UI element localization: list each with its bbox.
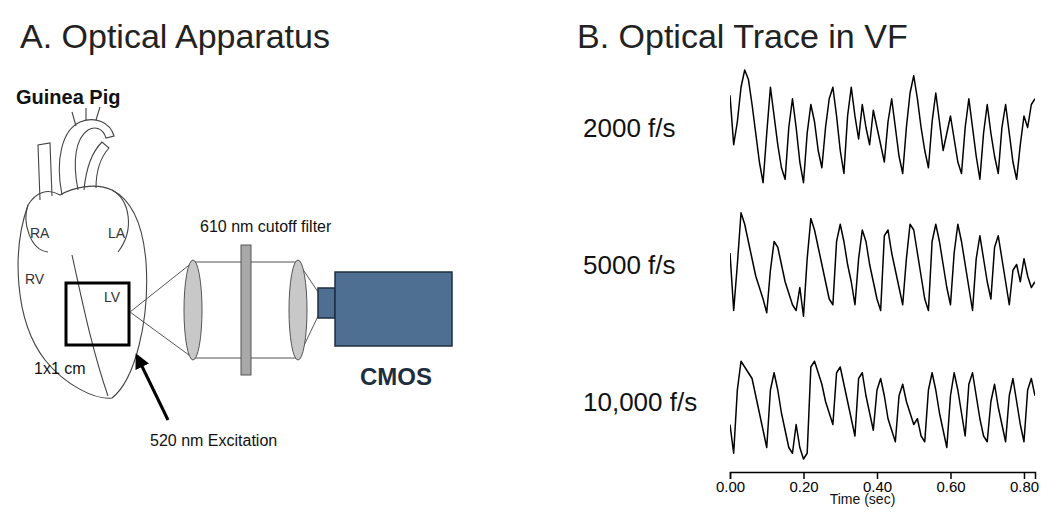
- traces: [730, 70, 1035, 459]
- series-label: 5000 f/s: [583, 250, 676, 280]
- excitation-label: 520 nm Excitation: [150, 432, 277, 449]
- figure: A. Optical Apparatus Guinea Pig RA LA RV LV 1x…: [0, 0, 1063, 512]
- tick-label: 0.20: [789, 478, 818, 495]
- camera-body: [335, 272, 452, 346]
- series-label: 10,000 f/s: [583, 387, 697, 417]
- panel-title: A. Optical Apparatus: [20, 17, 330, 55]
- trace-line: [730, 213, 1035, 317]
- trace-labels: 2000 f/s 5000 f/s 10,000 f/s: [583, 113, 697, 417]
- heart: [18, 107, 147, 398]
- subject-label: Guinea Pig: [16, 86, 120, 108]
- region-label: 1x1 cm: [34, 360, 86, 377]
- tick: 0.60: [936, 472, 965, 495]
- heart-label: RV: [25, 271, 45, 287]
- heart-label: RA: [30, 225, 50, 241]
- panel-a: A. Optical Apparatus Guinea Pig RA LA RV LV 1x…: [16, 17, 452, 449]
- region-box: [66, 283, 129, 345]
- chart-title: B. Optical Trace in VF: [577, 17, 908, 55]
- excitation-arrow: [137, 356, 168, 420]
- camera-lens: [318, 288, 335, 318]
- heart-pulmonary: [84, 142, 109, 190]
- heart-left-atrium: [112, 190, 128, 252]
- heart-vessels: [72, 107, 100, 126]
- series-label: 2000 f/s: [583, 113, 676, 143]
- x-axis-title: Time (sec): [830, 491, 896, 507]
- filter: [241, 245, 251, 375]
- light-ray: [130, 312, 193, 358]
- tick-label: 0.60: [936, 478, 965, 495]
- tick: 0.20: [789, 472, 818, 495]
- heart-body: [18, 186, 147, 398]
- heart-aorta: [59, 120, 114, 195]
- lens: [184, 260, 202, 360]
- panel-b: B. Optical Trace in VF 2000 f/s 5000 f/s 10…: [577, 17, 1039, 507]
- camera-label: CMOS: [360, 363, 432, 390]
- tick: 0.00: [716, 472, 745, 495]
- filter-label: 610 nm cutoff filter: [200, 218, 332, 235]
- lens: [289, 260, 307, 360]
- tick-label: 0.00: [716, 478, 745, 495]
- tick: 0.80: [1010, 472, 1039, 495]
- heart-label: LA: [108, 225, 126, 241]
- trace-line: [730, 361, 1035, 459]
- heart-label: LV: [104, 289, 121, 305]
- trace-line: [730, 70, 1035, 183]
- tick-label: 0.80: [1010, 478, 1039, 495]
